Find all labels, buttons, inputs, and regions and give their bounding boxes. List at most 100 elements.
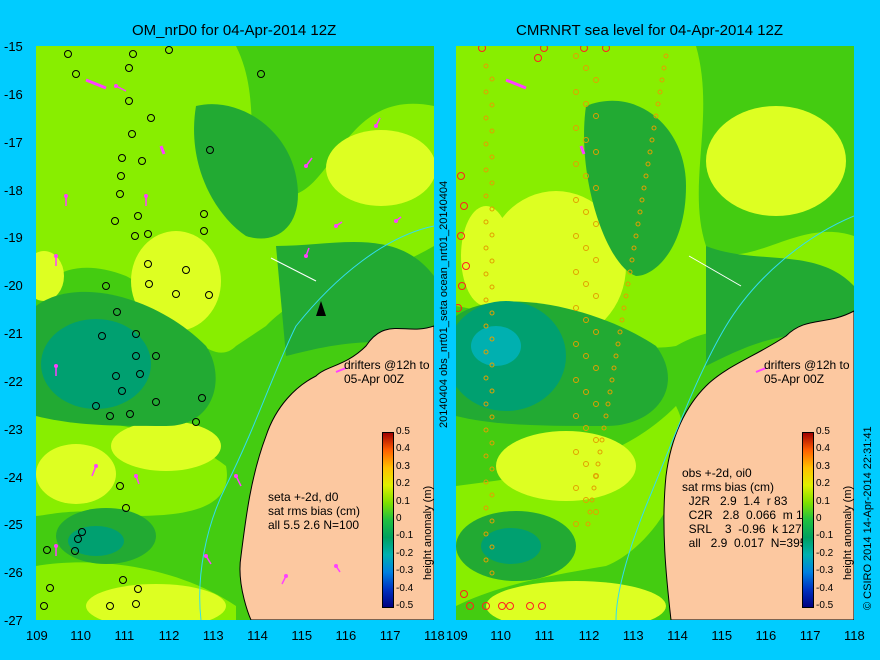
- drifter-head: [304, 164, 308, 168]
- sat-obs-marker: [205, 291, 213, 299]
- sat-track-point: [489, 232, 495, 238]
- sat-obs-marker: [64, 50, 72, 58]
- sat-obs-marker: [198, 394, 206, 402]
- sat-track-point: [629, 257, 635, 263]
- drifter-head: [284, 574, 288, 578]
- sat-track-point: [483, 323, 489, 329]
- left-drifter-note: drifters @12h to 05-Apr 00Z: [344, 358, 430, 386]
- sat-track-point: [659, 77, 665, 83]
- right-markers: [456, 46, 767, 610]
- sat-track-point: [483, 193, 489, 199]
- sat-track-point: [489, 518, 495, 524]
- sat-track-point: [583, 209, 589, 215]
- x-tick-label: 110: [490, 628, 511, 643]
- sat-track-point: [489, 310, 495, 316]
- drifter-cluster: [85, 78, 107, 90]
- y-tick-label: -27: [4, 613, 23, 628]
- sat-track-point: [649, 137, 655, 143]
- sat-obs-marker: [134, 212, 142, 220]
- colorbar-tick-label: 0.3: [396, 460, 410, 472]
- drifter-legend-arrow: [335, 367, 347, 373]
- sat-track-point: [573, 89, 579, 95]
- left-map-svg: [36, 46, 434, 620]
- sat-track-point: [483, 115, 489, 121]
- sat-obs-marker: [126, 410, 134, 418]
- x-tick-label: 109: [446, 628, 468, 643]
- sat-obs-marker: [457, 172, 465, 180]
- sat-track-point: [483, 89, 489, 95]
- sat-track-point: [583, 245, 589, 251]
- sat-track-point: [647, 149, 653, 155]
- sat-track-point: [583, 317, 589, 323]
- sat-track-point: [661, 65, 667, 71]
- colorbar-tick-label: -0.2: [396, 547, 414, 559]
- y-tick-label: -20: [4, 278, 23, 294]
- sat-track-point: [483, 401, 489, 407]
- sat-track-point: [595, 461, 601, 467]
- sat-obs-marker: [132, 600, 140, 608]
- sat-obs-marker: [200, 210, 208, 218]
- sat-obs-marker: [125, 97, 133, 105]
- sat-obs-marker: [132, 330, 140, 338]
- colorbar-tick-label: 0.5: [396, 426, 410, 437]
- drifter-head: [304, 254, 308, 258]
- colorbar-tick-label: -0.1: [816, 530, 834, 542]
- colorbar-tick-label: 0.3: [816, 460, 830, 472]
- sat-obs-marker: [456, 304, 462, 312]
- sat-obs-marker: [116, 190, 124, 198]
- x-tick-label: 117: [799, 628, 821, 643]
- sat-obs-marker: [457, 232, 465, 240]
- sat-track-point: [483, 557, 489, 563]
- sat-track-point: [593, 329, 599, 335]
- left-panel-title: OM_nrD0 for 04-Apr-2014 12Z: [132, 22, 337, 39]
- x-tick-label: 109: [26, 628, 48, 643]
- x-tick-label: 111: [114, 628, 135, 643]
- drifter-head: [94, 464, 98, 468]
- sat-track-point: [643, 173, 649, 179]
- sat-obs-marker: [206, 146, 214, 154]
- sat-track-point: [483, 479, 489, 485]
- sat-track-point: [657, 89, 663, 95]
- drifter-head: [394, 219, 398, 223]
- drifter-head: [64, 194, 68, 198]
- x-tick-label: 115: [711, 628, 733, 643]
- sat-track-point: [483, 245, 489, 251]
- colorbar-tick-label: -0.4: [816, 582, 834, 594]
- drifter-head: [134, 474, 138, 478]
- sat-obs-marker: [116, 482, 124, 490]
- sat-track-point: [593, 437, 599, 443]
- sat-obs-marker: [460, 590, 468, 598]
- sat-track-point: [651, 125, 657, 131]
- sat-track-point: [483, 427, 489, 433]
- right-colorbar-label: height anomaly (m): [842, 485, 854, 580]
- sat-track-point: [483, 375, 489, 381]
- drifter-head: [54, 364, 58, 368]
- drifter-head: [54, 254, 58, 258]
- x-tick-label: 116: [755, 628, 777, 643]
- sat-track-point: [619, 317, 625, 323]
- sat-track-point: [593, 365, 599, 371]
- sat-track-point: [589, 497, 595, 503]
- y-tick-label: -22: [4, 373, 23, 389]
- drifter-head: [374, 124, 378, 128]
- y-tick-label: -23: [4, 421, 23, 437]
- x-tick-label: 112: [578, 628, 600, 643]
- sat-track-point: [483, 141, 489, 147]
- sat-obs-marker: [257, 70, 265, 78]
- drifter-head: [114, 84, 118, 88]
- x-tick-label: 114: [667, 628, 688, 643]
- y-tick-label: -25: [4, 517, 23, 533]
- sat-obs-marker: [200, 227, 208, 235]
- sat-track-point: [593, 77, 599, 83]
- sat-track-point: [593, 257, 599, 263]
- x-tick-label: 113: [622, 628, 644, 643]
- sat-track-point: [593, 509, 599, 515]
- sat-obs-marker: [172, 290, 180, 298]
- sat-track-point: [573, 197, 579, 203]
- sat-track-point: [593, 221, 599, 227]
- sat-obs-marker: [498, 602, 506, 610]
- left-map-panel: drifters @12h to 05-Apr 00Z seta +-2d, d…: [36, 46, 434, 620]
- right-map-panel: drifters @12h to 05-Apr 00Z obs +-2d, oi…: [456, 46, 854, 620]
- y-tick-label: -17: [4, 134, 23, 150]
- sat-track-point: [573, 269, 579, 275]
